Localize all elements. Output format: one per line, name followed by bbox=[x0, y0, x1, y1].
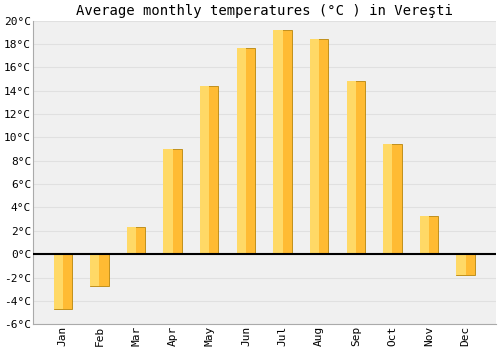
Bar bbox=[236, 48, 246, 254]
Bar bbox=[456, 254, 466, 275]
Bar bbox=[274, 30, 282, 254]
Bar bbox=[90, 254, 100, 286]
Bar bbox=[346, 82, 365, 254]
Bar bbox=[54, 254, 63, 309]
Bar bbox=[383, 145, 402, 254]
Bar bbox=[456, 254, 475, 275]
Bar bbox=[127, 227, 136, 254]
Bar bbox=[236, 48, 255, 254]
Bar bbox=[420, 216, 429, 254]
Bar bbox=[164, 149, 172, 254]
Bar bbox=[164, 149, 182, 254]
Bar bbox=[310, 40, 328, 254]
Bar bbox=[200, 86, 209, 254]
Bar bbox=[127, 227, 145, 254]
Bar bbox=[54, 254, 72, 309]
Bar bbox=[346, 82, 356, 254]
Bar bbox=[90, 254, 108, 286]
Bar bbox=[383, 145, 392, 254]
Title: Average monthly temperatures (°C ) in Vereşti: Average monthly temperatures (°C ) in Ve… bbox=[76, 4, 452, 18]
Bar bbox=[200, 86, 218, 254]
Bar bbox=[310, 40, 319, 254]
Bar bbox=[420, 216, 438, 254]
Bar bbox=[274, 30, 291, 254]
